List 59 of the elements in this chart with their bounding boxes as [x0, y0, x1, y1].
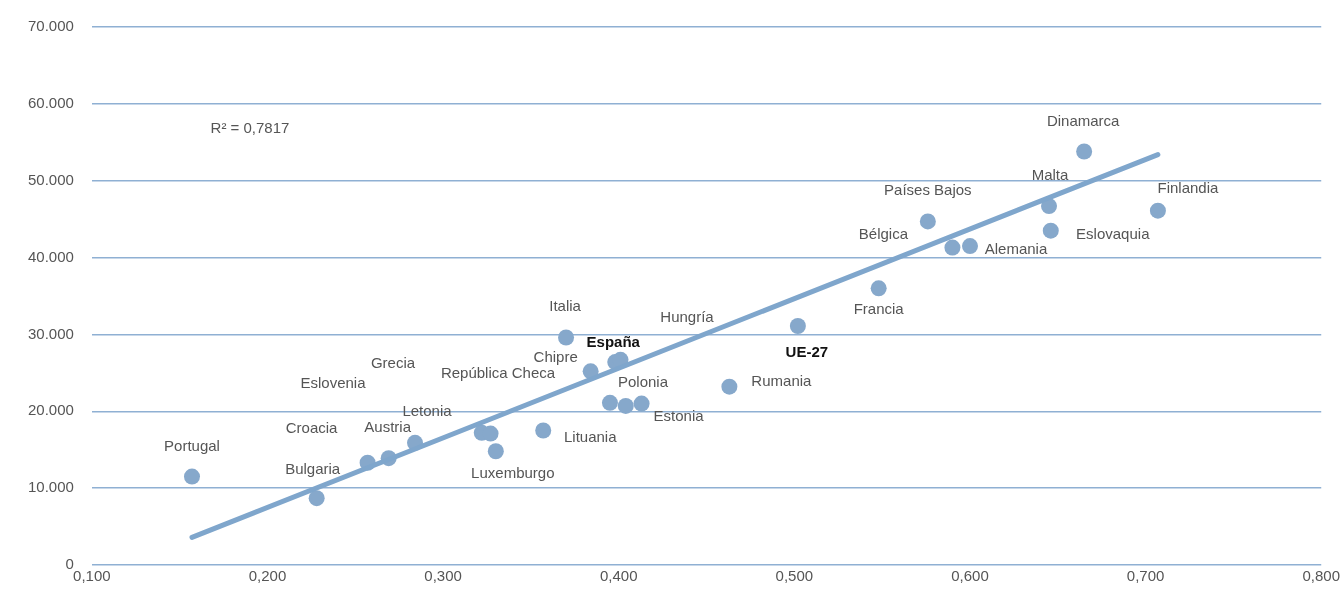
point [487, 443, 504, 460]
y-tick-label: 70.000 [27, 17, 74, 35]
annotation: Estonia [653, 406, 705, 424]
annotation: Francia [853, 300, 905, 318]
annotation: Lituania [563, 427, 618, 445]
point [944, 239, 961, 256]
point [961, 238, 978, 255]
y-tick-label: 40.000 [27, 247, 74, 265]
point [789, 317, 806, 334]
x-tick-label: 0,200 [248, 567, 287, 585]
annotation: Países Bajos [884, 180, 972, 198]
annotation: Italia [549, 296, 582, 314]
annotation: Finlandia [1157, 178, 1219, 196]
point [558, 329, 575, 346]
x-tick-label: 0,400 [599, 567, 638, 585]
annotation: España [586, 333, 641, 351]
x-tick-label: 0,300 [424, 567, 462, 585]
annotation: Bélgica [858, 224, 909, 242]
annotation: Alemania [984, 240, 1048, 258]
x-tick-label: 0,700 [1126, 567, 1165, 585]
annotation: Luxemburgo [471, 464, 555, 482]
annotation: Rumania [751, 371, 813, 389]
x-tick-label: 0,800 [1302, 567, 1341, 585]
x-tick-label: 0,600 [951, 567, 989, 585]
point [1042, 222, 1059, 239]
x-tick-label: 0,100 [73, 567, 111, 585]
y-tick-label: 20.000 [27, 401, 74, 419]
annotation: Eslovaquia [1076, 224, 1151, 242]
y-tick-label: 30.000 [27, 324, 74, 342]
annotation: Hungría [660, 308, 715, 326]
annotation: Malta [1031, 166, 1070, 184]
y-tick-label: 0 [65, 555, 74, 573]
y-tick-label: 10.000 [27, 478, 74, 496]
point [919, 213, 936, 230]
point [308, 490, 325, 507]
annotation: R² = 0,7817 [210, 119, 290, 137]
annotation: Grecia [370, 354, 416, 372]
point [721, 378, 738, 395]
point [617, 397, 634, 414]
point [633, 395, 650, 412]
annotation: Bulgaria [285, 460, 341, 478]
point [183, 468, 200, 485]
point [1076, 143, 1093, 160]
x-tick-label: 0,500 [775, 567, 814, 585]
annotation: Polonia [617, 372, 669, 390]
annotation: Portugal [164, 436, 220, 454]
annotation: Austria [364, 418, 412, 436]
annotation: Croacia [285, 418, 339, 436]
point [601, 394, 618, 411]
annotation: República Checa [440, 364, 556, 382]
annotation: Dinamarca [1046, 111, 1121, 129]
annotation: Eslovenia [300, 374, 367, 392]
annotation: Chipre [533, 348, 578, 366]
y-tick-label: 60.000 [27, 94, 74, 111]
annotation: UE-27 [785, 343, 829, 361]
point [535, 422, 552, 439]
point [1149, 202, 1166, 219]
y-tick-label: 50.000 [27, 170, 74, 188]
point [870, 280, 887, 297]
